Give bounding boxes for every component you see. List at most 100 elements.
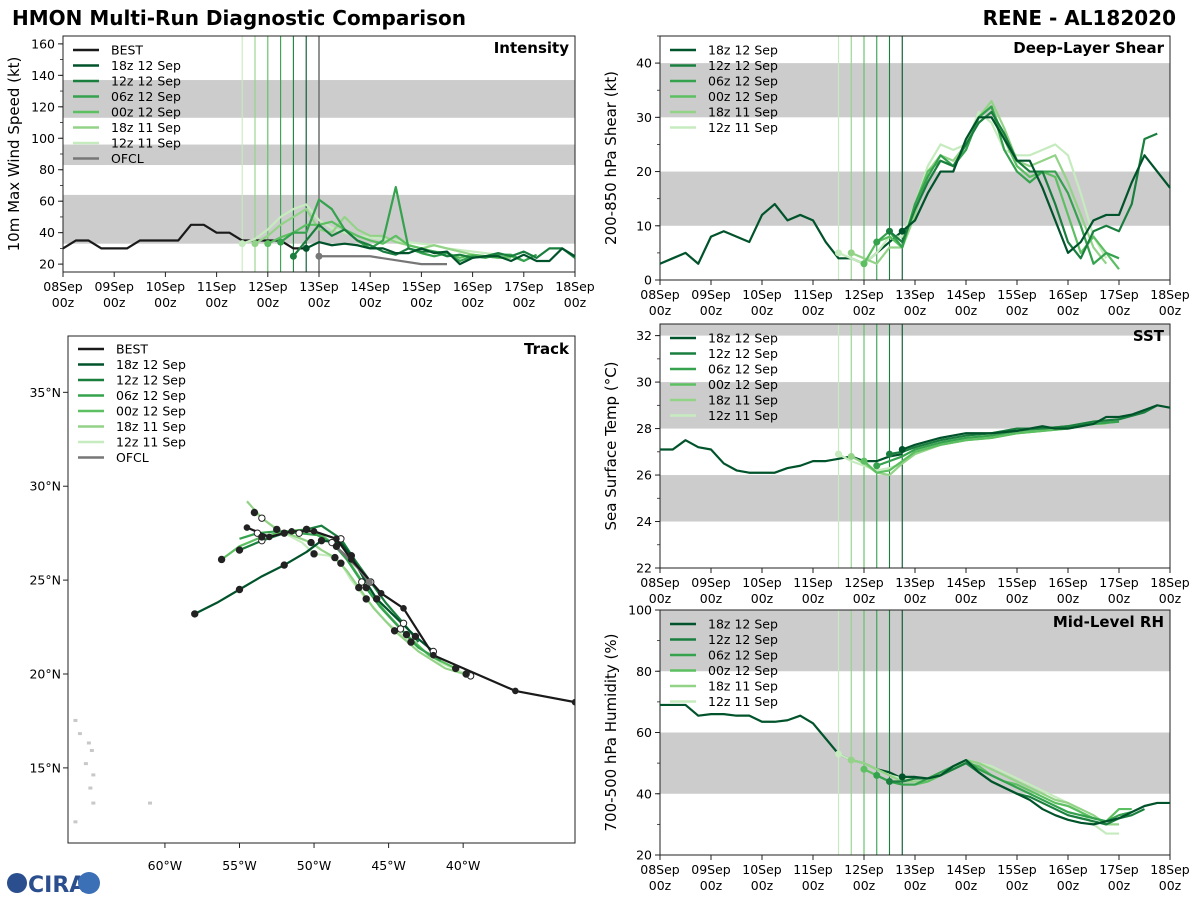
legend-label: OFCL bbox=[111, 151, 144, 166]
x-tick-label: 60°W bbox=[148, 858, 183, 873]
logo-swirl-icon bbox=[78, 872, 100, 894]
panel-title: Deep-Layer Shear bbox=[1013, 39, 1164, 57]
series-line bbox=[889, 404, 1158, 456]
x-tick-date: 18Sep bbox=[1150, 287, 1190, 302]
x-tick-date: 16Sep bbox=[1048, 287, 1088, 302]
x-tick-hour: 00z bbox=[904, 878, 927, 893]
legend-label: 00z 12 Sep bbox=[708, 89, 778, 104]
x-tick-hour: 00z bbox=[257, 295, 280, 310]
y-tick-label: 120 bbox=[31, 99, 55, 114]
legend-label: 06z 12 Sep bbox=[708, 74, 778, 89]
x-tick-label: 50°W bbox=[297, 858, 332, 873]
x-tick-date: 17Sep bbox=[504, 279, 544, 294]
x-tick-date: 13Sep bbox=[895, 287, 935, 302]
ofcl-start-point bbox=[315, 252, 323, 260]
legend-label: BEST bbox=[111, 43, 143, 58]
track-position-dot bbox=[390, 627, 399, 635]
y-tick-label: 20°N bbox=[29, 667, 61, 682]
island-marker bbox=[91, 773, 96, 777]
legend-label: 06z 12 Sep bbox=[708, 648, 778, 663]
x-tick-hour: 00z bbox=[1006, 591, 1029, 606]
track-position-dot bbox=[307, 538, 315, 547]
x-tick-date: 14Sep bbox=[946, 575, 986, 590]
x-tick-hour: 00z bbox=[649, 878, 672, 893]
x-tick-hour: 00z bbox=[154, 295, 177, 310]
x-tick-date: 11Sep bbox=[793, 287, 833, 302]
series-start-point bbox=[835, 750, 842, 758]
x-tick-hour: 00z bbox=[904, 303, 927, 318]
logo-globe-icon bbox=[7, 873, 27, 893]
y-tick-label: 40 bbox=[636, 56, 652, 71]
y-tick-label: 60 bbox=[636, 725, 652, 740]
legend-label: 18z 11 Sep bbox=[708, 393, 778, 408]
track-position-dot bbox=[258, 533, 266, 541]
series-start-point bbox=[898, 773, 906, 781]
y-tick-label: 24 bbox=[636, 514, 652, 529]
x-tick-date: 16Sep bbox=[1048, 862, 1088, 877]
y-axis-label: 10m Max Wind Speed (kt) bbox=[5, 57, 23, 252]
x-tick-hour: 00z bbox=[700, 591, 723, 606]
band bbox=[660, 324, 1170, 336]
x-tick-hour: 00z bbox=[564, 295, 587, 310]
series-start-point bbox=[835, 249, 842, 257]
track-position-dot bbox=[235, 585, 244, 594]
track-position-dot bbox=[331, 553, 339, 562]
x-tick-hour: 00z bbox=[853, 591, 876, 606]
track-position-dot bbox=[462, 670, 470, 678]
best-position-dot bbox=[310, 527, 318, 535]
track-position-dot bbox=[452, 664, 460, 673]
track-position-dot bbox=[362, 583, 370, 592]
x-tick-date: 10Sep bbox=[742, 862, 782, 877]
y-tick-label: 30 bbox=[636, 110, 652, 125]
track-position-dot bbox=[396, 625, 405, 633]
x-tick-date: 12Sep bbox=[844, 287, 884, 302]
best-position-dot bbox=[512, 687, 519, 695]
x-tick-hour: 00z bbox=[513, 295, 536, 310]
x-tick-hour: 00z bbox=[410, 295, 433, 310]
legend-label: 18z 11 Sep bbox=[708, 105, 778, 120]
island-marker bbox=[88, 786, 93, 790]
y-tick-label: 80 bbox=[39, 162, 55, 177]
x-tick-date: 15Sep bbox=[997, 287, 1037, 302]
x-tick-date: 09Sep bbox=[94, 279, 134, 294]
series-start-point bbox=[860, 765, 868, 773]
x-tick-date: 08Sep bbox=[43, 279, 83, 294]
x-tick-date: 16Sep bbox=[1048, 575, 1088, 590]
track-position-dot bbox=[332, 542, 341, 551]
panel-title: Mid-Level RH bbox=[1053, 613, 1164, 631]
x-tick-hour: 00z bbox=[751, 591, 774, 606]
track-position-dot bbox=[250, 508, 259, 517]
best-position-dot bbox=[430, 651, 437, 659]
x-tick-date: 13Sep bbox=[299, 279, 339, 294]
x-tick-date: 16Sep bbox=[453, 279, 493, 294]
x-tick-date: 13Sep bbox=[895, 862, 935, 877]
y-tick-label: 40 bbox=[636, 786, 652, 801]
x-tick-hour: 00z bbox=[955, 878, 978, 893]
shear-panel: 01020304008Sep00z09Sep00z10Sep00z11Sep00… bbox=[602, 35, 1190, 318]
y-tick-label: 20 bbox=[636, 848, 652, 863]
x-tick-hour: 00z bbox=[1108, 303, 1131, 318]
x-tick-hour: 00z bbox=[802, 303, 825, 318]
track-position-dot bbox=[355, 583, 363, 592]
series-start-point bbox=[898, 445, 906, 453]
track-plot-area bbox=[73, 500, 575, 824]
panel-title: Intensity bbox=[494, 39, 570, 57]
track-position-dot bbox=[310, 550, 318, 558]
track-position-dot bbox=[411, 632, 420, 641]
y-axis-label: 700-500 hPa Humidity (%) bbox=[602, 633, 620, 831]
x-tick-hour: 00z bbox=[955, 303, 978, 318]
intensity-panel: 2040608010012014016008Sep00z09Sep00z10Se… bbox=[5, 35, 595, 310]
x-tick-hour: 00z bbox=[1006, 303, 1029, 318]
track-position-dot bbox=[407, 638, 415, 646]
x-tick-hour: 00z bbox=[308, 295, 331, 310]
legend-label: 12z 12 Sep bbox=[708, 58, 778, 73]
track-position-dot bbox=[302, 525, 311, 534]
x-tick-hour: 00z bbox=[1159, 303, 1182, 318]
y-tick-label: 0 bbox=[644, 273, 652, 288]
y-tick-label: 30°N bbox=[29, 479, 61, 494]
legend-label: 12z 12 Sep bbox=[708, 632, 778, 647]
x-tick-hour: 00z bbox=[1057, 591, 1080, 606]
island-marker bbox=[148, 801, 153, 805]
series-start-point bbox=[835, 450, 842, 458]
series-start-point bbox=[898, 227, 906, 235]
